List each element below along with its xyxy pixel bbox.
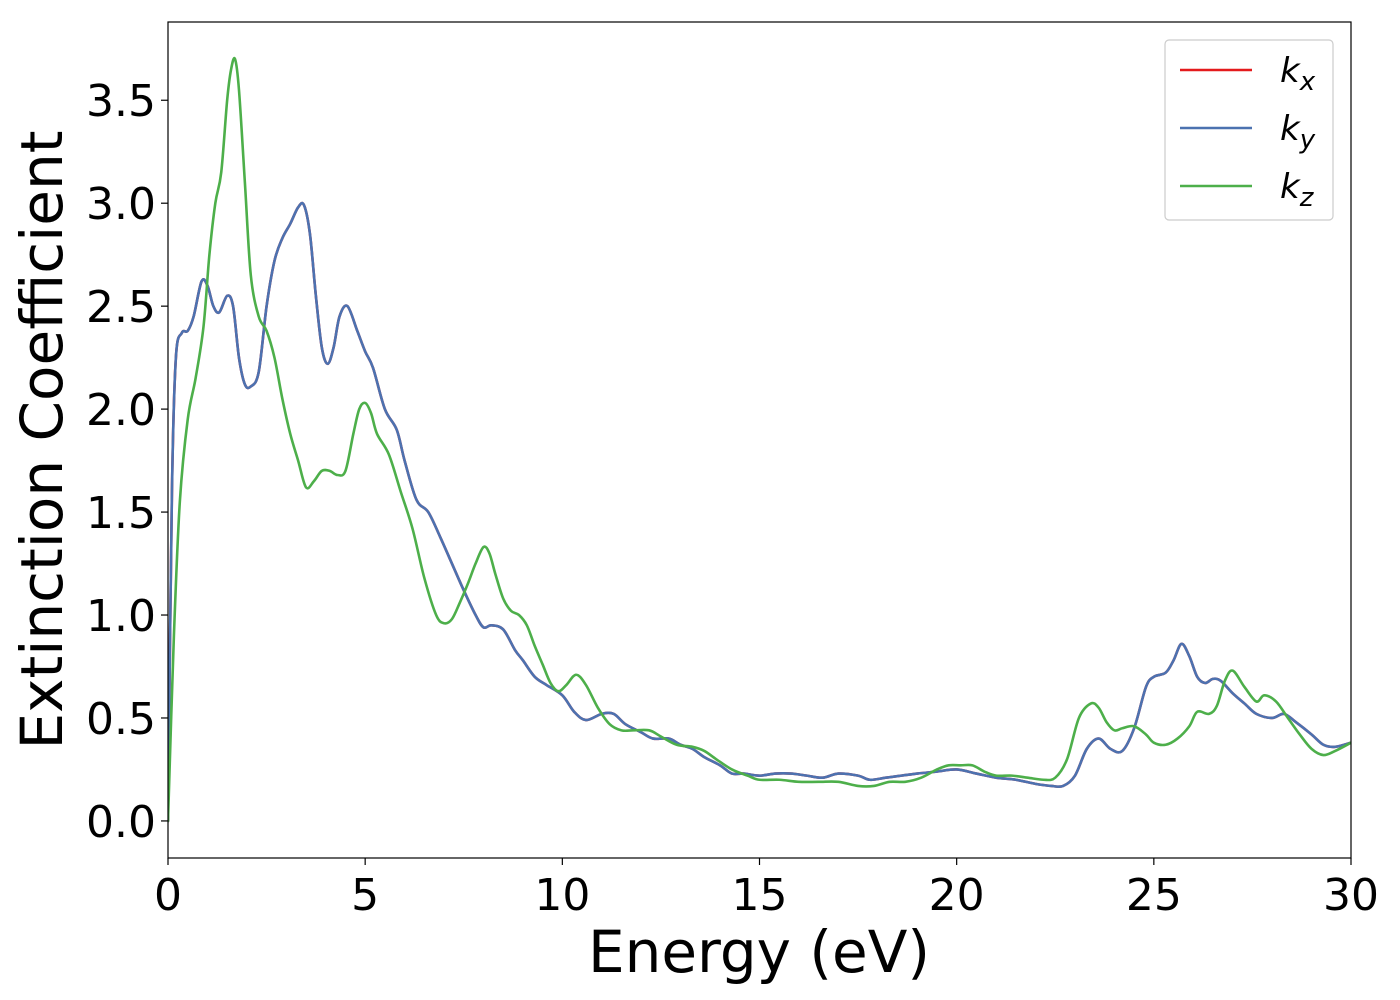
x-tick-label: 20 — [929, 870, 985, 921]
x-tick-label: 15 — [732, 870, 788, 921]
y-tick-label: 2.0 — [86, 385, 156, 436]
y-tick-label: 1.0 — [86, 591, 156, 642]
y-tick-label: 3.0 — [86, 179, 156, 230]
y-tick-label: 0.5 — [86, 694, 156, 745]
legend: kx ky kz — [1164, 39, 1334, 221]
y-axis: 0.0 0.5 1.0 1.5 2.0 2.5 3.0 3.5 — [86, 76, 168, 848]
series-line-ky — [168, 201, 1351, 823]
legend-label-ky: ky — [1280, 109, 1316, 155]
y-axis-title: Extinction Coefficient — [8, 131, 76, 750]
legend-box — [1164, 39, 1334, 221]
x-tick-label: 25 — [1126, 870, 1182, 921]
legend-label-kx: kx — [1280, 51, 1316, 97]
x-tick-label: 30 — [1323, 870, 1379, 921]
legend-label-kz: kz — [1280, 167, 1315, 213]
x-tick-label: 0 — [154, 870, 182, 921]
plot-area-group — [168, 56, 1351, 823]
y-tick-label: 3.5 — [86, 76, 156, 127]
y-tick-label: 1.5 — [86, 488, 156, 539]
y-tick-label: 0.0 — [86, 797, 156, 848]
x-axis-title: Energy (eV) — [588, 918, 930, 986]
x-tick-label: 5 — [351, 870, 379, 921]
series-line-kx — [168, 201, 1351, 823]
x-axis: 0 5 10 15 20 25 30 — [154, 858, 1379, 921]
y-tick-label: 2.5 — [86, 282, 156, 333]
series-line-kz — [168, 56, 1351, 823]
x-tick-label: 10 — [534, 870, 590, 921]
